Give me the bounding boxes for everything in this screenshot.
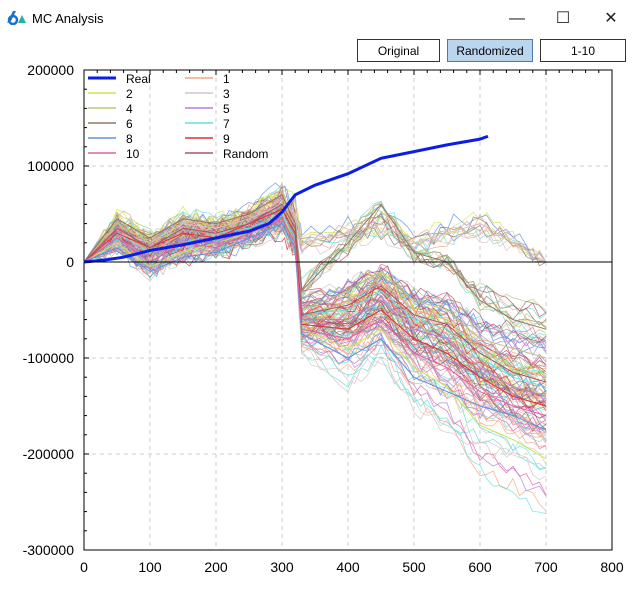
legend-label-9: 9 bbox=[223, 132, 230, 146]
x-tick-label: 600 bbox=[468, 559, 492, 575]
minimize-button[interactable]: — bbox=[509, 10, 525, 27]
original-button[interactable]: Original bbox=[357, 39, 440, 62]
legend-label-2: 2 bbox=[126, 87, 133, 101]
legend-label-5: 5 bbox=[223, 102, 230, 116]
window-title: MC Analysis bbox=[32, 11, 104, 26]
close-button[interactable]: ✕ bbox=[604, 10, 618, 27]
legend-label-6: 6 bbox=[126, 117, 133, 131]
series-line-real bbox=[83, 134, 489, 264]
x-tick-label: 100 bbox=[138, 559, 162, 575]
x-tick-label: 300 bbox=[270, 559, 294, 575]
y-tick-label: -100000 bbox=[23, 350, 75, 366]
legend-label-1: 1 bbox=[223, 72, 230, 86]
series-line-10 bbox=[83, 218, 547, 417]
random-series-line bbox=[83, 182, 547, 263]
randomized-button[interactable]: Randomized bbox=[447, 39, 533, 62]
legend-label-4: 4 bbox=[126, 102, 133, 116]
series-line-random bbox=[83, 203, 547, 383]
legend-label-8: 8 bbox=[126, 132, 133, 146]
x-tick-label: 0 bbox=[80, 559, 88, 575]
y-tick-label: 200000 bbox=[27, 62, 74, 78]
series-line-3 bbox=[83, 203, 547, 263]
legend-label-10: 10 bbox=[126, 147, 140, 161]
series-line-9 bbox=[83, 208, 547, 407]
legend-label-3: 3 bbox=[223, 87, 230, 101]
legend-label-random: Random bbox=[223, 147, 268, 161]
app-logo-icon bbox=[7, 11, 26, 25]
series-line-6 bbox=[83, 194, 547, 330]
x-tick-label: 500 bbox=[402, 559, 426, 575]
y-tick-label: 0 bbox=[66, 254, 74, 270]
x-tick-label: 400 bbox=[336, 559, 360, 575]
range-1-10-button[interactable]: 1-10 bbox=[540, 39, 626, 62]
x-tick-label: 800 bbox=[600, 559, 624, 575]
y-tick-label: 100000 bbox=[27, 158, 74, 174]
title-bar: MC Analysis — ☐ ✕ bbox=[0, 0, 640, 36]
x-tick-label: 200 bbox=[204, 559, 228, 575]
legend-label-real: Real bbox=[126, 72, 151, 86]
y-tick-label: -300000 bbox=[23, 542, 75, 558]
x-tick-label: 700 bbox=[534, 559, 558, 575]
y-tick-label: -200000 bbox=[23, 446, 75, 462]
legend-label-7: 7 bbox=[223, 117, 230, 131]
maximize-button[interactable]: ☐ bbox=[555, 10, 571, 27]
